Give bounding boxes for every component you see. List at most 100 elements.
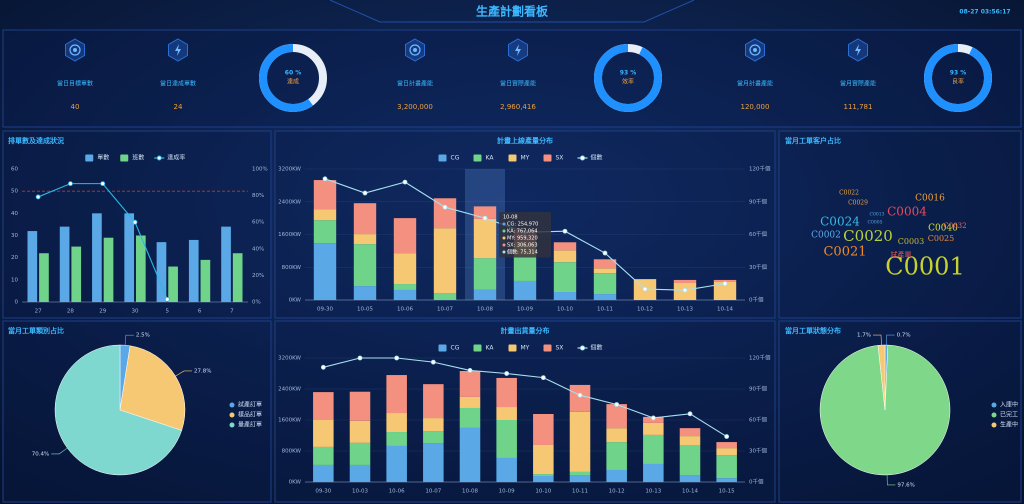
bar-segment xyxy=(386,375,407,414)
kpi-value: 111,781 xyxy=(844,103,873,111)
line-point xyxy=(724,434,730,439)
kpi-icon-glyph xyxy=(69,44,81,56)
y2-tick-label: 60千個 xyxy=(749,416,767,424)
x-tick-label: 09-30 xyxy=(317,307,333,313)
line-point xyxy=(482,215,488,221)
bar-segment xyxy=(423,384,444,419)
panel-title: 排單數及達成狀況 xyxy=(8,136,64,145)
bar-segment xyxy=(569,384,591,412)
kpi-value: 2,960,416 xyxy=(500,103,536,111)
legend-label: 個數 xyxy=(591,344,603,352)
legend-label: SX xyxy=(556,155,564,162)
bar xyxy=(168,266,178,302)
cloud-word: C0024 xyxy=(820,215,860,229)
bar-segment xyxy=(496,420,517,458)
bar-segment xyxy=(496,377,517,408)
y2-tick-label: 0% xyxy=(252,300,261,306)
legend-label: 入庫中 xyxy=(1000,401,1018,409)
bar-segment xyxy=(513,254,537,281)
bar-segment xyxy=(423,443,444,482)
line-point xyxy=(602,250,608,256)
bar-segment xyxy=(386,413,407,433)
legend-swatch xyxy=(438,154,447,162)
line-point xyxy=(442,204,448,210)
kpi-label: 當日目標單數 xyxy=(57,80,93,88)
bar-segment xyxy=(313,209,337,221)
bar xyxy=(200,259,211,302)
label-leader xyxy=(124,334,134,346)
bar xyxy=(221,226,231,302)
bar-segment xyxy=(606,404,627,429)
x-tick-label: 10-09 xyxy=(499,489,515,495)
slice-label: 0.7% xyxy=(897,333,911,339)
legend-label: CG xyxy=(451,155,460,162)
y-tick-label: 800KW xyxy=(282,449,302,455)
panel-title: 當月工單狀態分布 xyxy=(785,326,841,335)
cloud-word: C0004 xyxy=(887,205,927,219)
tooltip-dot xyxy=(502,250,506,254)
line-point xyxy=(164,296,170,302)
bar-segment xyxy=(553,292,577,300)
y-tick-label: 30 xyxy=(11,233,18,239)
y-tick-label: 50 xyxy=(11,189,18,195)
gauge-text: 效率 xyxy=(622,78,634,86)
bar-segment xyxy=(606,442,627,470)
bar-segment xyxy=(643,422,664,435)
x-tick-label: 10-12 xyxy=(637,307,653,313)
x-tick-label: 10-11 xyxy=(597,307,613,313)
legend-swatch xyxy=(991,402,997,408)
tooltip-dot xyxy=(502,236,506,240)
x-tick-label: 28 xyxy=(67,309,74,315)
cloud-word: C0021 xyxy=(823,245,866,260)
bar-segment xyxy=(433,228,457,294)
line-point xyxy=(467,367,473,373)
x-tick-label: 10-08 xyxy=(462,489,478,495)
legend-swatch xyxy=(438,344,447,352)
line-point xyxy=(577,392,583,398)
gauge-value: 93 % xyxy=(950,70,966,77)
tooltip xyxy=(499,212,551,258)
tooltip-line: CG: 254,970 xyxy=(507,222,538,228)
bar-segment xyxy=(533,444,554,475)
bar-segment xyxy=(349,464,371,482)
bar-segment xyxy=(553,262,577,293)
line-point xyxy=(322,176,328,182)
bar-segment xyxy=(593,294,617,300)
gauge-arc xyxy=(259,44,313,112)
bar-segment xyxy=(393,218,417,254)
x-tick-label: 10-07 xyxy=(437,307,453,313)
cloud-word: C0002 xyxy=(811,231,841,241)
legend-swatch xyxy=(120,154,129,162)
legend-label: MY xyxy=(521,155,530,162)
bar-segment xyxy=(533,474,554,476)
bar-segment xyxy=(716,478,737,482)
x-tick-label: 10-13 xyxy=(645,489,661,495)
cloud-word: C0040 xyxy=(928,224,958,234)
label-leader xyxy=(886,334,895,346)
cloud-word: C0029 xyxy=(848,200,868,207)
clock: 08-27 03:56:17 xyxy=(959,9,1010,16)
label-leader xyxy=(873,334,882,346)
y2-tick-label: 60% xyxy=(252,220,264,226)
panel-title: 當月工單客户占比 xyxy=(785,136,841,145)
bar xyxy=(27,231,38,302)
bar xyxy=(59,226,70,302)
bar-segment xyxy=(496,457,517,482)
bar-segment xyxy=(313,180,337,210)
cloud-word: C0013 xyxy=(870,212,885,218)
y2-tick-label: 120千個 xyxy=(749,165,771,173)
legend-label: 試產訂單 xyxy=(238,401,262,409)
y-tick-label: 3200KW xyxy=(278,356,301,362)
line-point xyxy=(100,181,106,187)
legend-label: 生產中 xyxy=(1000,421,1018,429)
line-point xyxy=(682,287,688,293)
bar-segment xyxy=(679,428,701,437)
gauge-value: 60 % xyxy=(285,70,301,77)
legend-label: 量產訂單 xyxy=(238,421,262,429)
kpi-value: 120,000 xyxy=(741,103,770,111)
panel-title: 當月工單類別占比 xyxy=(8,326,64,335)
kpi-icon-glyph xyxy=(855,44,861,56)
bar-segment xyxy=(713,279,737,282)
cloud-word: C0032 xyxy=(943,222,966,230)
